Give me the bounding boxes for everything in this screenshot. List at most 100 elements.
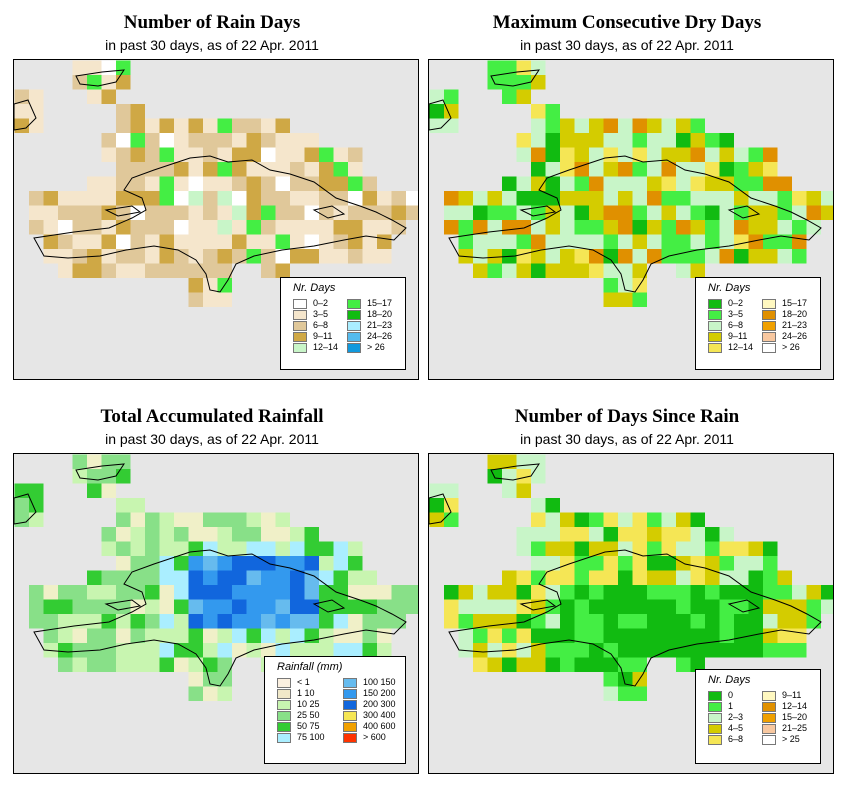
grid-cell: [188, 541, 203, 556]
grid-cell: [806, 599, 821, 614]
grid-cell: [618, 570, 633, 585]
grid-cell: [603, 512, 618, 527]
grid-cell: [130, 541, 145, 556]
grid-cell: [203, 657, 218, 672]
grid-cell: [574, 643, 589, 658]
grid-cell: [29, 191, 44, 206]
grid-cell: [203, 628, 218, 643]
grid-cell: [806, 614, 821, 629]
grid-cell: [473, 191, 488, 206]
coastline: [75, 463, 125, 481]
grid-cell: [545, 118, 560, 133]
panel-subtitle: in past 30 days, as of 22 Apr. 2011: [105, 37, 319, 53]
grid-cell: [603, 686, 618, 701]
grid-cell: [502, 657, 517, 672]
grid-cell: [333, 162, 348, 177]
grid-cell: [516, 60, 531, 75]
grid-cell: [690, 234, 705, 249]
grid-cell: [29, 599, 44, 614]
grid-cell: [261, 205, 276, 220]
grid-cell: [705, 628, 720, 643]
grid-cell: [719, 220, 734, 235]
grid-cell: [603, 292, 618, 307]
grid-cell: [632, 162, 647, 177]
grid-cell: [348, 191, 363, 206]
grid-cell: [545, 263, 560, 278]
grid-cell: [130, 643, 145, 658]
grid-cell: [87, 220, 102, 235]
grid-cell: [116, 176, 131, 191]
grid-cell: [603, 234, 618, 249]
grid-cell: [217, 512, 232, 527]
grid-cell: [87, 469, 102, 484]
grid-cell: [130, 263, 145, 278]
grid-cell: [290, 643, 305, 658]
map-grid: [429, 60, 833, 307]
grid-cell: [661, 556, 676, 571]
grid-cell: [821, 205, 833, 220]
grid-cell: [516, 89, 531, 104]
grid-cell: [589, 556, 604, 571]
grid-cell: [232, 527, 247, 542]
grid-cell: [618, 541, 633, 556]
coastline: [727, 205, 761, 219]
grid-cell: [458, 205, 473, 220]
grid-cell: [763, 162, 778, 177]
grid-cell: [130, 220, 145, 235]
grid-cell: [676, 527, 691, 542]
grid-cell: [319, 570, 334, 585]
grid-cell: [304, 556, 319, 571]
grid-cell: [188, 686, 203, 701]
grid-cell: [690, 220, 705, 235]
grid-cell: [560, 643, 575, 658]
grid-cell: [319, 541, 334, 556]
grid-cell: [275, 147, 290, 162]
grid-cell: [261, 599, 276, 614]
grid-cell: [275, 249, 290, 264]
grid-cell: [261, 220, 276, 235]
grid-cell: [589, 205, 604, 220]
grid-cell: [246, 527, 261, 542]
grid-cell: [377, 234, 392, 249]
grid-cell: [748, 249, 763, 264]
grid-cell: [159, 263, 174, 278]
grid-cell: [319, 628, 334, 643]
grid-cell: [777, 249, 792, 264]
legend-label: 12–14: [313, 342, 339, 352]
coastline: [312, 205, 346, 219]
grid-cell: [29, 585, 44, 600]
grid-cell: [246, 541, 261, 556]
grid-cell: [531, 498, 546, 513]
grid-cell: [261, 585, 276, 600]
grid-cell: [647, 205, 662, 220]
grid-cell: [174, 220, 189, 235]
grid-cell: [777, 628, 792, 643]
grid-cell: [458, 191, 473, 206]
coastline: [33, 155, 407, 293]
grid-cell: [531, 657, 546, 672]
grid-cell: [458, 234, 473, 249]
grid-cell: [362, 220, 377, 235]
map-since-rain: [428, 453, 834, 774]
grid-cell: [531, 133, 546, 148]
grid-cell: [203, 118, 218, 133]
grid-cell: [145, 176, 160, 191]
grid-cell: [647, 249, 662, 264]
grid-cell: [58, 585, 73, 600]
grid-cell: [545, 657, 560, 672]
grid-cell: [174, 191, 189, 206]
coastline: [104, 205, 142, 217]
grid-cell: [72, 469, 87, 484]
grid-cell: [618, 133, 633, 148]
grid-cell: [87, 454, 102, 469]
grid-cell: [444, 89, 459, 104]
grid-cell: [14, 104, 29, 119]
grid-cell: [531, 628, 546, 643]
grid-cell: [116, 234, 131, 249]
grid-cell: [502, 191, 517, 206]
grid-cell: [516, 147, 531, 162]
legend-label: 50 75: [297, 721, 320, 731]
grid-cell: [618, 278, 633, 293]
legend-label: 25 50: [297, 710, 320, 720]
grid-cell: [705, 541, 720, 556]
